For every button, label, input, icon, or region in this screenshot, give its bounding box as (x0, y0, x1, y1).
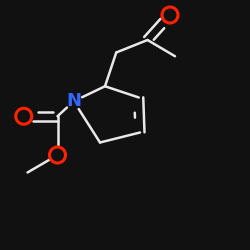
Text: N: N (66, 92, 81, 110)
